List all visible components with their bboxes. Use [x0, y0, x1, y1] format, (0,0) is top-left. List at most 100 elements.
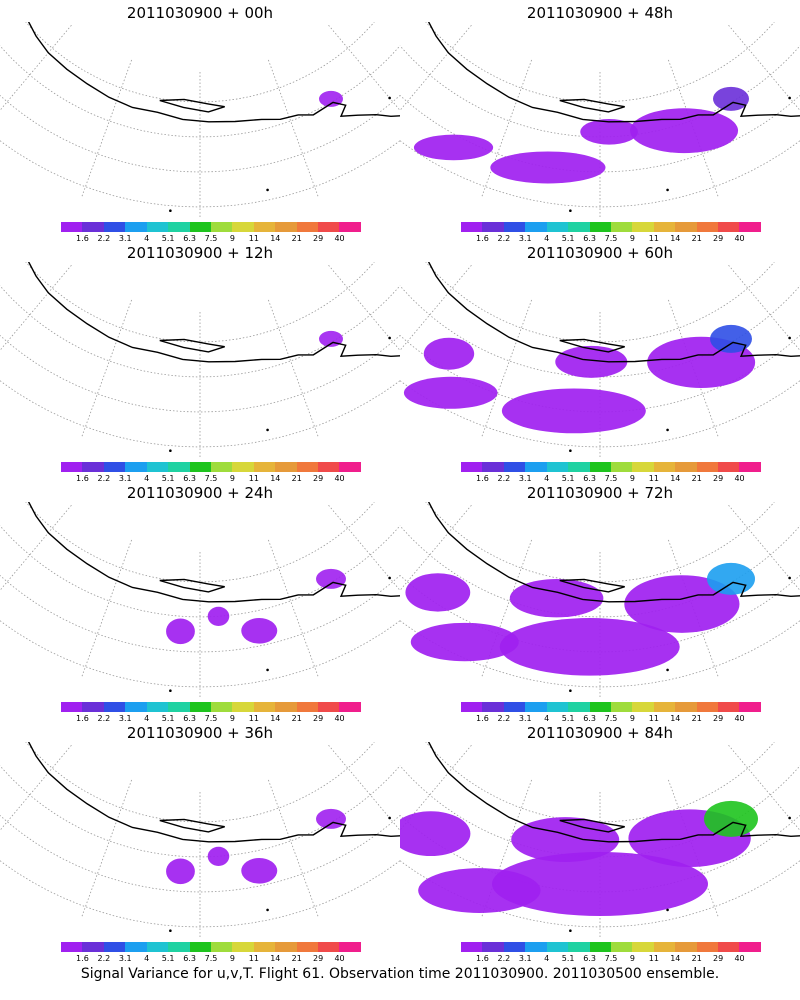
colorbar-label: 2.2: [97, 954, 111, 963]
variance-region: [501, 388, 646, 434]
island: [569, 689, 572, 693]
colorbar-swatch: [610, 222, 633, 232]
island: [169, 209, 172, 213]
longitude-line: [773, 742, 800, 765]
colorbar-label: 6.3: [183, 714, 196, 723]
variance-region: [207, 606, 230, 626]
colorbar-label: 1.6: [76, 954, 89, 963]
colorbar-swatch: [210, 462, 233, 472]
colorbar-swatch: [61, 702, 83, 712]
colorbar-swatch: [675, 702, 697, 712]
latitude-line: [425, 262, 775, 343]
island: [388, 336, 391, 340]
coastline: [159, 338, 225, 353]
colorbar-swatch: [125, 462, 147, 472]
colorbar-swatch: [146, 462, 169, 472]
colorbar-label: 2.2: [497, 474, 511, 483]
colorbar-label: 7.5: [604, 474, 618, 483]
colorbar-swatch: [168, 702, 190, 712]
colorbar-label: 6.3: [183, 474, 196, 483]
colorbar-label: 40: [334, 234, 345, 243]
colorbar-swatch: [82, 222, 104, 232]
island: [666, 428, 669, 432]
coastline: [427, 22, 800, 123]
colorbar-label: 9: [629, 954, 635, 963]
island: [569, 209, 572, 213]
longitude-line: [0, 24, 72, 111]
colorbar-label: 7.5: [204, 954, 218, 963]
latitude-line: [425, 22, 775, 103]
colorbar-swatch: [675, 942, 697, 952]
colorbar-label: 7.5: [204, 714, 218, 723]
colorbar-swatch: [525, 702, 547, 712]
latitude-line: [400, 620, 800, 688]
colorbar-swatch: [168, 222, 190, 232]
colorbar-label: 40: [734, 474, 745, 483]
colorbar-swatch: [318, 462, 340, 472]
variance-region: [418, 868, 541, 913]
longitude-line: [81, 539, 132, 677]
colorbar-label: 6.3: [583, 714, 596, 723]
colorbar-swatch: [610, 462, 633, 472]
colorbar: [61, 702, 361, 712]
colorbar-swatch: [461, 702, 483, 712]
colorbar-swatch: [653, 462, 676, 472]
colorbar-swatch: [103, 222, 126, 232]
colorbar-swatch: [546, 462, 569, 472]
colorbar-label: 1.6: [76, 474, 89, 483]
colorbar-swatch: [275, 942, 297, 952]
panel-title: 2011030900 + 84h: [526, 724, 674, 742]
variance-region: [166, 858, 195, 885]
colorbar-swatch: [632, 222, 654, 232]
colorbar-label: 6.3: [183, 954, 196, 963]
colorbar-label: 1.6: [476, 234, 489, 243]
colorbar-swatch: [568, 702, 590, 712]
panel-title: 2011030900 + 72h: [526, 484, 674, 502]
variance-peak: [713, 86, 749, 111]
island: [388, 96, 391, 100]
latitude-line: [400, 525, 800, 618]
colorbar-swatch: [653, 222, 676, 232]
coastline: [27, 502, 400, 603]
map-group: [400, 262, 800, 457]
longitude-line: [268, 59, 319, 197]
coastline: [559, 338, 625, 353]
coastline: [27, 262, 400, 363]
colorbar-swatch: [146, 222, 169, 232]
panel-48h: 2011030900 + 48h 1.6 2.2 3.1 4 5.1 6.3 7.5 9 11 1…: [400, 0, 800, 243]
colorbar-label: 14: [270, 474, 281, 483]
coastline: [427, 502, 800, 603]
colorbar-swatch: [696, 222, 719, 232]
coastline: [427, 742, 800, 843]
colorbar-swatch: [232, 462, 254, 472]
coastline: [559, 818, 625, 833]
colorbar-label: 4: [144, 714, 150, 723]
variance-peak: [707, 562, 755, 595]
colorbar-label: 1.6: [476, 714, 489, 723]
island: [569, 929, 572, 933]
colorbar-label: 7.5: [204, 234, 218, 243]
colorbar-label: 4: [544, 474, 550, 483]
colorbar-labels: 1.6 2.2 3.1 4 5.1 6.3 7.5 9 11 14 21 29 40: [61, 234, 361, 244]
latitude-line: [25, 742, 375, 823]
map-plot: [0, 262, 400, 457]
longitude-line: [728, 504, 800, 591]
colorbar-label: 3.1: [118, 234, 132, 243]
colorbar: [461, 702, 761, 712]
panel-title: 2011030900 + 12h: [126, 244, 274, 262]
colorbar-swatch: [589, 222, 611, 232]
colorbar-label: 21: [291, 954, 302, 963]
colorbar-swatch: [610, 942, 633, 952]
colorbar-label: 40: [334, 474, 345, 483]
longitude-line: [400, 742, 427, 765]
colorbar-swatch: [632, 462, 654, 472]
longitude-line: [0, 744, 72, 831]
colorbar-swatch: [589, 462, 611, 472]
colorbar-swatch: [482, 462, 504, 472]
colorbar-label: 29: [713, 474, 724, 483]
island: [666, 188, 669, 192]
colorbar: [61, 462, 361, 472]
panel-title: 2011030900 + 24h: [126, 484, 274, 502]
colorbar-swatch: [296, 942, 319, 952]
colorbar-label: 29: [313, 954, 324, 963]
